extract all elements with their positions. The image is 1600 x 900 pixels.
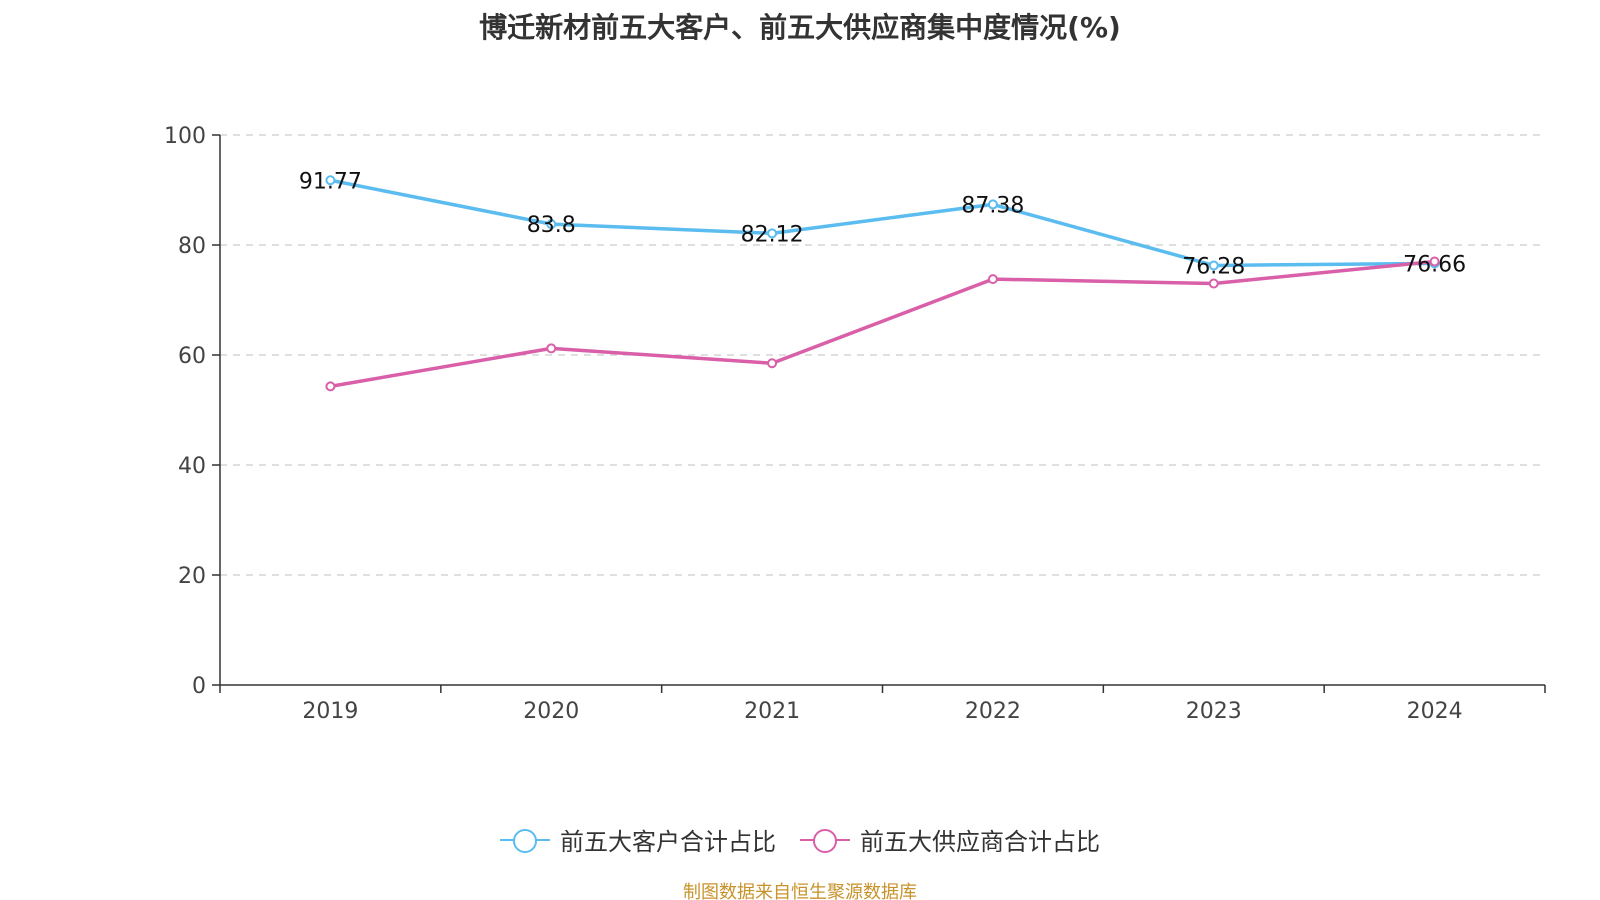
data-label-0-2020: 83.8 bbox=[527, 213, 576, 238]
series-1-point-2024 bbox=[1429, 256, 1440, 267]
x-tick-label-2021: 2021 bbox=[744, 699, 800, 724]
series-0-point-2019 bbox=[325, 175, 336, 186]
series-0-point-2021 bbox=[767, 228, 778, 239]
data-label-0-2023: 76.28 bbox=[1182, 254, 1245, 279]
series-0-point-2020 bbox=[546, 219, 557, 230]
y-tick-label-0: 0 bbox=[192, 674, 206, 699]
legend-label-suppliers: 前五大供应商合计占比 bbox=[860, 828, 1100, 856]
series-line-0 bbox=[330, 178, 1435, 268]
x-tick-label-2022: 2022 bbox=[965, 699, 1021, 724]
series-1-point-2023 bbox=[1208, 278, 1219, 289]
legend-item-suppliers[interactable]: 前五大供应商合计占比 bbox=[800, 822, 1100, 857]
y-tick-label-40: 40 bbox=[178, 454, 206, 479]
series-1-point-2020 bbox=[546, 343, 557, 354]
legend-label-customers: 前五大客户合计占比 bbox=[560, 828, 776, 856]
chart-title: 博迁新材前五大客户、前五大供应商集中度情况(%) bbox=[479, 11, 1121, 44]
series-1-point-2021 bbox=[767, 358, 778, 369]
series-1-point-2019 bbox=[325, 381, 336, 392]
x-tick-label-2019: 2019 bbox=[302, 699, 358, 724]
legend-marker-customers bbox=[513, 828, 537, 853]
y-tick-label-80: 80 bbox=[178, 234, 206, 259]
data-label-0-2019: 91.77 bbox=[299, 169, 362, 194]
data-label-0-2021: 82.12 bbox=[741, 222, 804, 247]
data-label-0-2022: 87.38 bbox=[961, 193, 1024, 218]
legend-item-customers[interactable]: 前五大客户合计占比 bbox=[500, 822, 776, 857]
y-tick-label-20: 20 bbox=[178, 564, 206, 589]
legend-marker-suppliers bbox=[813, 828, 837, 853]
legend-swatch-suppliers bbox=[800, 828, 850, 853]
legend-swatch-customers bbox=[500, 828, 550, 853]
series-line-1 bbox=[330, 259, 1435, 389]
series-0-point-2022 bbox=[987, 199, 998, 210]
x-tick-label-2023: 2023 bbox=[1186, 699, 1242, 724]
series-1-point-2022 bbox=[987, 274, 998, 285]
series-0-point-2023 bbox=[1208, 260, 1219, 271]
data-label-0-2024: 76.66 bbox=[1403, 252, 1466, 277]
y-tick-label-100: 100 bbox=[164, 124, 206, 149]
x-tick-label-2020: 2020 bbox=[523, 699, 579, 724]
y-tick-label-60: 60 bbox=[178, 344, 206, 369]
source-note: 制图数据来自恒生聚源数据库 bbox=[683, 882, 917, 900]
x-tick-label-2024: 2024 bbox=[1407, 699, 1463, 724]
legend: 前五大客户合计占比 前五大供应商合计占比 bbox=[0, 822, 1600, 857]
